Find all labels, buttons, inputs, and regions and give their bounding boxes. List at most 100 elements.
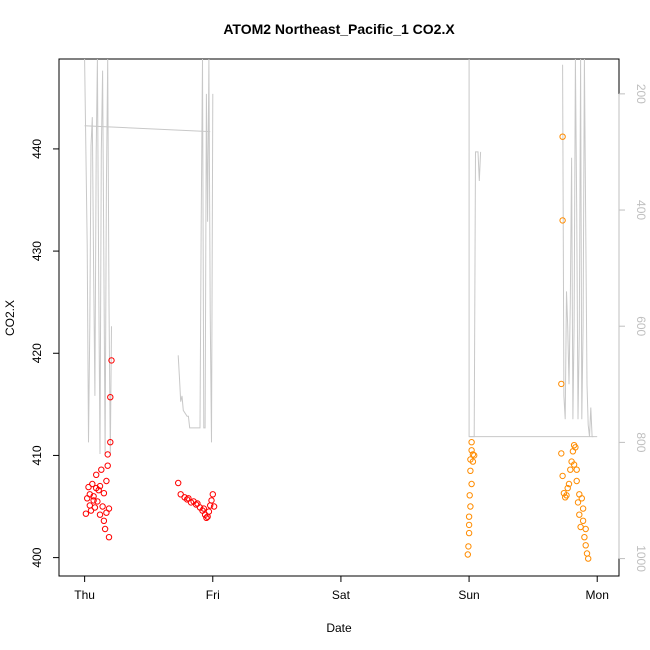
y2-axis: 200 400 600 800 1000 [618,84,648,572]
x-tick-label-1: Fri [206,588,220,602]
plot-frame [58,58,620,577]
y-axis: 400 410 420 430 440 [30,139,60,568]
point-s1-17 [558,380,565,388]
point-s1-40 [582,525,589,533]
point-s1-1 [465,543,472,550]
altitude-segment-1 [84,125,211,133]
x-axis-label: Date [326,621,352,635]
point-s1-12 [465,521,473,529]
point-s0-20 [105,505,113,512]
point-s1-25 [567,466,574,473]
point-s0-25 [100,490,108,497]
point-s1-8 [468,439,475,446]
point-s0-26 [96,482,104,490]
y2-tick-label-2: 600 [634,316,648,336]
data-points [82,133,592,562]
point-s1-31 [574,499,582,506]
point-s1-9 [469,451,477,458]
point-s0-7 [91,504,99,511]
point-s1-30 [573,477,580,485]
point-s0-0 [82,510,90,517]
point-s0-5 [89,480,96,488]
point-s0-12 [98,466,105,473]
point-s1-18 [558,450,565,457]
point-s0-13 [99,503,106,510]
point-s0-6 [90,493,97,500]
point-s0-11 [96,511,104,518]
altitude-lines [84,58,598,455]
chart-title: ATOM2 Northeast_Pacific_1 CO2.X [223,21,455,37]
point-s0-45 [210,503,218,510]
altitude-segment-3 [468,59,482,438]
point-s1-23 [564,484,571,492]
point-s0-2 [85,483,92,491]
point-s1-27 [569,448,577,455]
point-s1-0 [464,551,471,558]
point-s0-40 [203,514,210,521]
y2-tick-label-4: 1000 [634,545,648,572]
point-s0-21 [107,439,114,446]
point-s0-29 [86,491,94,498]
x-axis: Thu Fri Sat Sun Mon [74,575,609,602]
point-s0-47 [200,505,208,512]
point-s1-11 [471,452,478,459]
point-s0-9 [94,498,101,505]
point-s0-28 [90,497,97,504]
point-s1-35 [579,517,587,524]
point-s1-7 [468,447,475,454]
x-tick-label-3: Sun [458,588,479,602]
point-s1-4 [466,492,473,499]
altitude-segment-5 [562,58,594,438]
point-s0-14 [100,517,108,524]
point-s1-38 [583,550,591,557]
point-s1-2 [465,529,473,537]
altitude-segment-2 [177,58,214,443]
point-s0-22 [107,394,114,401]
y2-tick-label-1: 400 [634,200,648,220]
y-tick-label-4: 440 [30,139,44,159]
point-s0-41 [205,508,213,515]
point-s0-15 [101,525,109,533]
point-s0-17 [104,462,111,469]
y-tick-label-2: 420 [30,343,44,363]
point-s1-37 [582,542,589,549]
point-s1-32 [576,511,583,518]
point-s0-33 [183,496,191,503]
point-s0-8 [93,471,100,478]
point-s0-4 [87,507,95,514]
point-s0-19 [105,534,113,541]
point-s0-23 [108,357,115,364]
point-s1-24 [565,480,573,488]
point-s0-27 [93,484,100,492]
altitude-segment-0 [84,58,112,455]
point-s1-14 [468,480,475,488]
point-s1-33 [577,523,584,531]
x-tick-label-4: Mon [586,588,609,602]
point-s0-3 [86,502,94,509]
y-tick-label-0: 400 [30,547,44,567]
point-s0-18 [104,451,111,458]
y2-tick-label-3: 800 [634,432,648,452]
point-s1-10 [469,458,477,465]
point-s1-34 [578,495,585,502]
point-s0-30 [175,479,182,487]
x-tick-label-2: Sat [332,588,351,602]
point-s1-15 [559,133,566,140]
point-s1-36 [581,534,588,541]
x-tick-label-0: Thu [74,588,95,602]
point-s1-22 [563,492,570,499]
point-s1-13 [467,503,474,510]
point-s1-3 [465,513,473,520]
point-s1-41 [579,505,587,512]
point-s1-16 [559,217,566,224]
point-s0-49 [185,495,192,502]
point-s0-44 [209,491,217,498]
point-s0-31 [177,491,184,498]
y-axis-label: CO2.X [3,300,17,336]
y-tick-label-3: 430 [30,241,44,261]
point-s1-42 [576,491,583,498]
point-s1-43 [573,466,580,473]
y2-tick-label-0: 200 [634,84,648,104]
